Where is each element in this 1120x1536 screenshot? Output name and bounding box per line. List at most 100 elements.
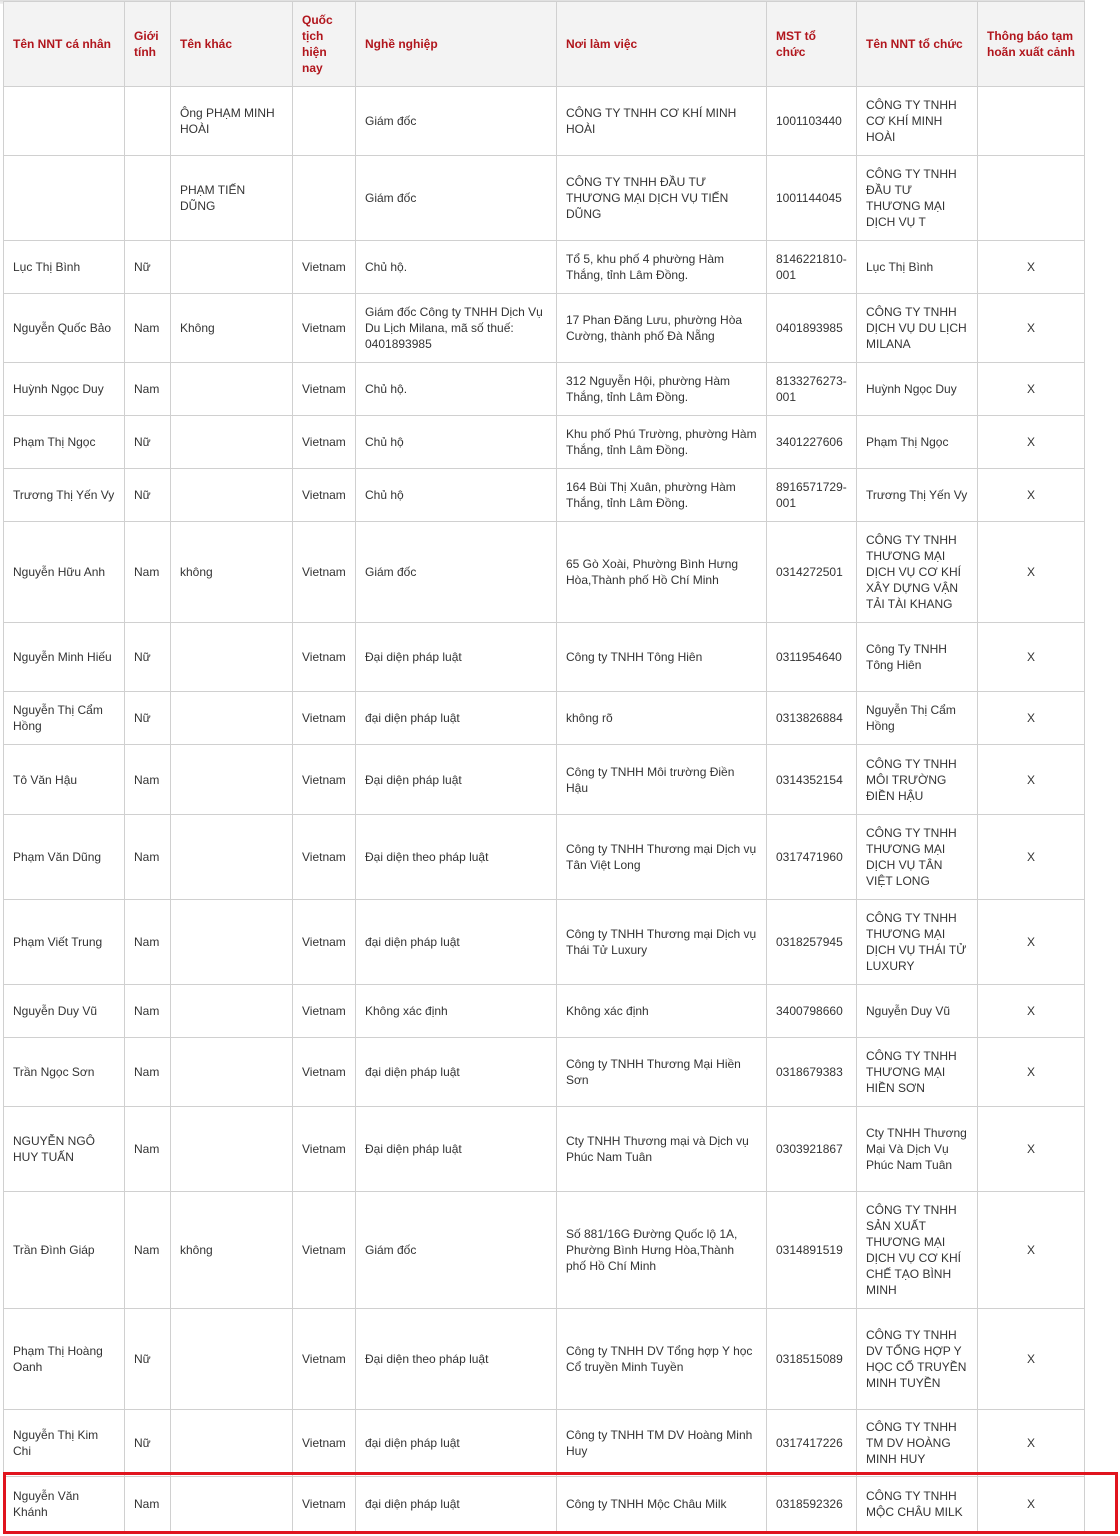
cell-nationality: Vietnam — [292, 744, 356, 815]
cell-workplace: Cty TNHH Thương mại và Dịch vụ Phúc Nam … — [556, 1106, 767, 1192]
cell-name: Lục Thị Bình — [3, 240, 125, 294]
cell-workplace: Công ty TNHH Thương Mại Hiền Sơn — [556, 1037, 767, 1107]
cell-workplace: Công ty TNHH Tông Hiên — [556, 622, 767, 692]
cell-occupation: Giám đốc — [355, 1191, 557, 1309]
cell-exit-suspension — [977, 86, 1085, 156]
cell-name: Nguyễn Minh Hiếu — [3, 622, 125, 692]
cell-occupation: Đại diện pháp luật — [355, 1106, 557, 1192]
cell-occupation: đại diện pháp luật — [355, 1476, 557, 1532]
cell-name: Nguyễn Thị Cẩm Hồng — [3, 691, 125, 745]
cell-gender: Nữ — [124, 622, 171, 692]
cell-name: Trương Thị Yến Vy — [3, 468, 125, 522]
column-header-name: Tên NNT cá nhân — [3, 1, 125, 87]
cell-exit-suspension: X — [977, 1409, 1085, 1477]
cell-nationality — [292, 86, 356, 156]
cell-other-name — [170, 415, 293, 469]
cell-gender: Nam — [124, 899, 171, 985]
cell-name: Phạm Viết Trung — [3, 899, 125, 985]
cell-org-name: Lục Thị Bình — [856, 240, 978, 294]
cell-name: Nguyễn Quốc Bảo — [3, 293, 125, 363]
cell-workplace: không rõ — [556, 691, 767, 745]
cell-org-tax-code: 0303921867 — [766, 1106, 857, 1192]
cell-org-tax-code: 8146221810-001 — [766, 240, 857, 294]
column-header-gender: Giới tính — [124, 1, 171, 87]
cell-org-name: CÔNG TY TNHH THƯƠNG MẠI DỊCH VỤ TÂN VIỆT… — [856, 814, 978, 900]
cell-other-name — [170, 1037, 293, 1107]
cell-exit-suspension: X — [977, 899, 1085, 985]
cell-gender: Nam — [124, 1037, 171, 1107]
cell-nationality: Vietnam — [292, 691, 356, 745]
cell-occupation: Giám đốc — [355, 86, 557, 156]
cell-gender: Nữ — [124, 468, 171, 522]
cell-nationality: Vietnam — [292, 240, 356, 294]
cell-workplace: Khu phố Phú Trường, phường Hàm Thắng, tỉ… — [556, 415, 767, 469]
header-row: Tên NNT cá nhân Giới tính Tên khác Quốc tịc… — [3, 1, 1085, 87]
column-header-workplace: Nơi làm việc — [556, 1, 767, 87]
cell-exit-suspension: X — [977, 362, 1085, 416]
cell-gender: Nam — [124, 1476, 171, 1532]
cell-nationality: Vietnam — [292, 1476, 356, 1532]
cell-nationality: Vietnam — [292, 1308, 356, 1410]
tax-debtor-table: Tên NNT cá nhân Giới tính Tên khác Quốc tịc… — [3, 1, 1085, 1532]
cell-org-tax-code: 0311954640 — [766, 622, 857, 692]
cell-nationality: Vietnam — [292, 521, 356, 623]
table-row: Nguyễn Thị Kim Chi Nữ Vietnam đại diện pháp… — [3, 1409, 1085, 1477]
cell-nationality: Vietnam — [292, 984, 356, 1038]
cell-org-name: Phạm Thị Ngọc — [856, 415, 978, 469]
cell-org-tax-code: 0313826884 — [766, 691, 857, 745]
cell-nationality: Vietnam — [292, 468, 356, 522]
cell-other-name — [170, 240, 293, 294]
cell-workplace: Công ty TNHH DV Tổng hợp Y học Cổ truyền… — [556, 1308, 767, 1410]
cell-name: Trần Ngọc Sơn — [3, 1037, 125, 1107]
cell-workplace: Công ty TNHH Thương mại Dịch vụ Tân Việt… — [556, 814, 767, 900]
cell-nationality: Vietnam — [292, 899, 356, 985]
cell-occupation: Đại diện theo pháp luật — [355, 1308, 557, 1410]
cell-other-name — [170, 362, 293, 416]
cell-org-name: Nguyễn Duy Vũ — [856, 984, 978, 1038]
table-row: Nguyễn Thị Cẩm Hồng Nữ Vietnam đại diện phá… — [3, 691, 1085, 745]
cell-org-name: CÔNG TY TNHH THƯƠNG MẠI DỊCH VỤ THÁI TỬ … — [856, 899, 978, 985]
cell-exit-suspension: X — [977, 744, 1085, 815]
cell-occupation: Không xác định — [355, 984, 557, 1038]
cell-gender: Nam — [124, 814, 171, 900]
cell-org-tax-code: 0314352154 — [766, 744, 857, 815]
cell-workplace: Tổ 5, khu phố 4 phường Hàm Thắng, tỉnh L… — [556, 240, 767, 294]
cell-occupation: Chủ hộ. — [355, 362, 557, 416]
column-header-occupation: Nghề nghiệp — [355, 1, 557, 87]
cell-exit-suspension: X — [977, 415, 1085, 469]
cell-occupation: đại diện pháp luật — [355, 691, 557, 745]
cell-org-tax-code: 1001103440 — [766, 86, 857, 156]
cell-nationality: Vietnam — [292, 814, 356, 900]
cell-exit-suspension: X — [977, 1476, 1085, 1532]
cell-gender: Nữ — [124, 1308, 171, 1410]
cell-workplace: Công ty TNHH Thương mại Dịch vụ Thái Tử … — [556, 899, 767, 985]
cell-nationality: Vietnam — [292, 1037, 356, 1107]
cell-occupation: Đại diện pháp luật — [355, 744, 557, 815]
cell-workplace: 312 Nguyễn Hội, phường Hàm Thắng, tỉnh L… — [556, 362, 767, 416]
cell-workplace: 65 Gò Xoài, Phường Bình Hưng Hòa,Thành p… — [556, 521, 767, 623]
cell-occupation: Đại diện pháp luật — [355, 622, 557, 692]
cell-org-name: CÔNG TY TNHH THƯƠNG MẠI HIỀN SƠN — [856, 1037, 978, 1107]
table-row: Trần Ngọc Sơn Nam Vietnam đại diện pháp luậ… — [3, 1037, 1085, 1107]
cell-gender: Nữ — [124, 691, 171, 745]
cell-name: Phạm Văn Dũng — [3, 814, 125, 900]
cell-workplace: Công ty TNHH TM DV Hoàng Minh Huy — [556, 1409, 767, 1477]
cell-occupation: Chủ hộ. — [355, 240, 557, 294]
cell-name — [3, 155, 125, 241]
cell-name — [3, 86, 125, 156]
cell-workplace: Công ty TNHH Môi trường Điền Hậu — [556, 744, 767, 815]
cell-org-name: CÔNG TY TNHH ĐẦU TƯ THƯƠNG MẠI DỊCH VỤ T — [856, 155, 978, 241]
cell-other-name: không — [170, 1191, 293, 1309]
table-row: PHẠM TIẾN DŨNG Giám đốc CÔNG TY TNHH ĐẦU T… — [3, 155, 1085, 241]
column-header-nationality: Quốc tịch hiện nay — [292, 1, 356, 87]
cell-org-name: Huỳnh Ngọc Duy — [856, 362, 978, 416]
cell-org-name: CÔNG TY TNHH DỊCH VỤ DU LỊCH MILANA — [856, 293, 978, 363]
table-row: Nguyễn Hữu Anh Nam không Vietnam Giám đốc 65 … — [3, 521, 1085, 623]
cell-gender: Nữ — [124, 415, 171, 469]
cell-org-tax-code: 0318515089 — [766, 1308, 857, 1410]
cell-nationality — [292, 155, 356, 241]
table-row: Huỳnh Ngọc Duy Nam Vietnam Chủ hộ. 312 Nguyễ… — [3, 362, 1085, 416]
cell-gender — [124, 86, 171, 156]
table-row: Nguyễn Minh Hiếu Nữ Vietnam Đại diện pháp l… — [3, 622, 1085, 692]
cell-other-name — [170, 899, 293, 985]
